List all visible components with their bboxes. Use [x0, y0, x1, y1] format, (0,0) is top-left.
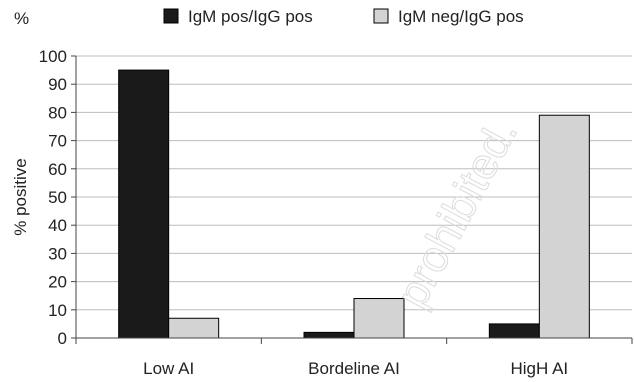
bar-igm-neg-igg-pos-0	[168, 317, 220, 339]
y-tick-label: 80	[48, 103, 67, 122]
y-tick-label: 100	[39, 47, 67, 66]
y-tick-label: 40	[48, 216, 67, 235]
x-tick-label: HigH AI	[511, 359, 569, 378]
bar-igm-neg-igg-pos-1	[353, 298, 405, 339]
x-tick-label: Low AI	[143, 359, 194, 378]
legend-swatch-igm-pos-igg-pos	[163, 8, 179, 24]
y-tick-label: 60	[48, 160, 67, 179]
watermark: prohibited.	[387, 111, 527, 315]
y-tick-label: 50	[48, 188, 67, 207]
y-unit-label: %	[14, 9, 29, 28]
bar-igm-pos-igg-pos-2	[488, 323, 540, 339]
y-tick-label: 90	[48, 75, 67, 94]
legend-label-igm-pos-igg-pos: IgM pos/IgG pos	[188, 7, 313, 26]
y-axis-ticks: 0 10 20 30 40 50 60 70 80 90 100	[39, 47, 76, 348]
legend: IgM pos/IgG pos IgM neg/IgG pos	[163, 7, 524, 26]
y-tick-label: 10	[48, 301, 67, 320]
x-axis-ticks	[75, 338, 633, 344]
y-tick-label: 0	[58, 329, 67, 348]
y-tick-label: 70	[48, 132, 67, 151]
y-tick-label: 20	[48, 273, 67, 292]
y-tick-label: 30	[48, 244, 67, 263]
legend-swatch-igm-neg-igg-pos	[373, 8, 389, 24]
y-axis-title: % positive	[11, 158, 30, 235]
bar-igm-pos-igg-pos-0	[118, 69, 170, 339]
x-axis-labels: Low AI Bordeline AI HigH AI	[143, 359, 568, 378]
x-tick-label: Bordeline AI	[308, 359, 400, 378]
legend-label-igm-neg-igg-pos: IgM neg/IgG pos	[398, 7, 524, 26]
bar-igm-pos-igg-pos-1	[303, 331, 355, 339]
bars	[118, 69, 590, 339]
bar-igm-neg-igg-pos-2	[538, 114, 590, 339]
